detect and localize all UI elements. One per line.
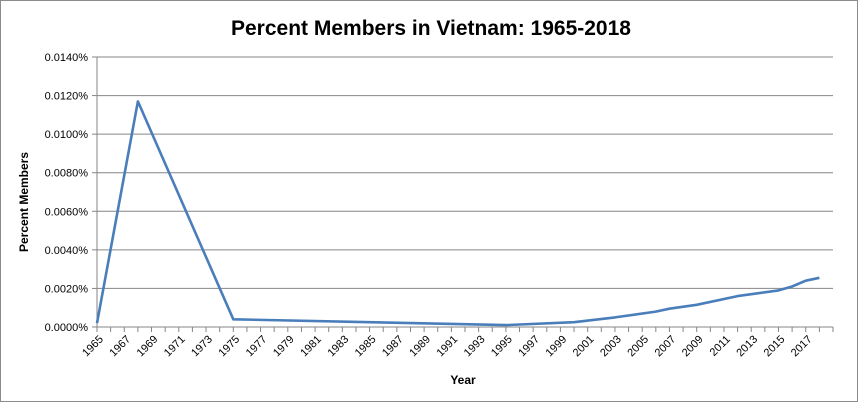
y-tick-label: 0.0100%: [45, 129, 89, 141]
x-tick-label: 2001: [571, 333, 597, 359]
x-tick-label: 1975: [216, 333, 242, 359]
x-tick-label: 1973: [189, 333, 215, 359]
x-tick-label: 1979: [271, 333, 297, 359]
x-tick-label: 1971: [162, 333, 188, 359]
x-axis-title: Year: [450, 373, 476, 387]
x-tick-label: 2013: [734, 333, 760, 359]
x-tick-label: 2007: [653, 333, 679, 359]
x-tick-label: 1981: [298, 333, 324, 359]
x-tick-label: 1977: [244, 333, 270, 359]
y-tick-label: 0.0000%: [45, 322, 89, 334]
x-tick-label: 1985: [353, 333, 379, 359]
x-tick-label: 1965: [80, 333, 106, 359]
y-tick-label: 0.0020%: [45, 283, 89, 295]
x-tick-label: 1969: [135, 333, 161, 359]
series-layer: [95, 100, 820, 327]
x-tick-label: 2009: [680, 333, 706, 359]
x-tick-label: 1999: [544, 333, 570, 359]
y-tick-label: 0.0140%: [45, 52, 89, 64]
x-tick-label: 1991: [435, 333, 461, 359]
gridlines: [97, 56, 833, 289]
y-tick-label: 0.0080%: [45, 168, 89, 180]
x-tick-label: 2005: [625, 333, 651, 359]
x-tick-label: 1997: [516, 333, 542, 359]
x-tick-label: 1995: [489, 333, 515, 359]
y-tick-label: 0.0120%: [45, 91, 89, 103]
axes: [92, 56, 834, 332]
chart-title: Percent Members in Vietnam: 1965-2018: [231, 17, 631, 40]
x-tick-label: 2017: [789, 333, 815, 359]
x-tick-labels: 1965 1967 1969 1971 1973 1975 1977 1979 1981 1983…: [80, 333, 815, 359]
x-tick-label: 1983: [325, 333, 351, 359]
y-axis-title: Percent Members: [17, 152, 31, 252]
x-tick-label: 2015: [762, 333, 788, 359]
x-tick-label: 1989: [407, 333, 433, 359]
x-tick-label: 1993: [462, 333, 488, 359]
y-tick-labels: 0.0000% 0.0020% 0.0040% 0.0060% 0.0080% 0.010…: [45, 52, 89, 334]
x-tick-label: 1987: [380, 333, 406, 359]
x-tick-label: 2003: [598, 333, 624, 359]
y-tick-label: 0.0060%: [45, 206, 89, 218]
series-line: [95, 100, 820, 327]
x-tick-label: 1967: [107, 333, 133, 359]
x-tick-label: 2011: [708, 333, 733, 358]
y-tick-label: 0.0040%: [45, 245, 89, 257]
